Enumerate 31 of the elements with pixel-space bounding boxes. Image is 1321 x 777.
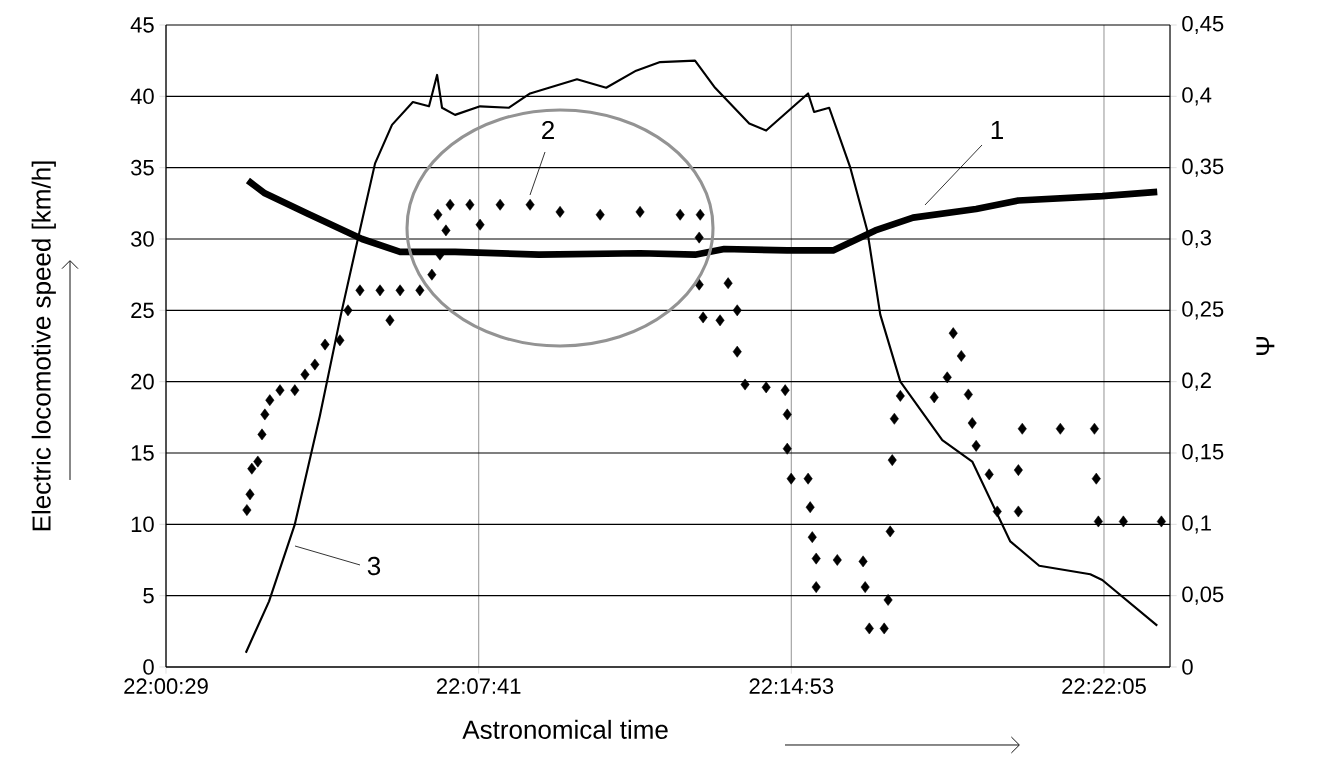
annotation: 3 bbox=[367, 556, 381, 576]
y-tick-label: 30 bbox=[131, 231, 154, 247]
line-series bbox=[244, 59, 1159, 654]
x-tick-label: 22:00:29 bbox=[124, 678, 208, 694]
x-tick-label: 22:14:53 bbox=[749, 678, 834, 694]
y2-tick-label: 0,35 bbox=[1182, 158, 1224, 177]
annotation: 1 bbox=[991, 121, 1003, 139]
y2-tick-label: 0,45 bbox=[1182, 15, 1224, 35]
y-tick-label: 40 bbox=[130, 88, 154, 105]
y-tick-label: 10 bbox=[131, 516, 154, 533]
y2-tick-label: 0,05 bbox=[1182, 586, 1224, 605]
annotation: 2 bbox=[542, 120, 554, 140]
y2-tick-label: 0,15 bbox=[1182, 443, 1224, 463]
y-tick-label: 20 bbox=[131, 373, 154, 390]
y2-tick-label: 0,25 bbox=[1182, 301, 1224, 320]
y-tick-label: 25 bbox=[131, 302, 154, 319]
y-tick-label: 0 bbox=[143, 659, 154, 675]
y2-tick-label: 0,3 bbox=[1182, 229, 1211, 249]
y2-tick-label: 0,2 bbox=[1182, 372, 1211, 391]
x-tick-label: 22:22:05 bbox=[1062, 678, 1146, 694]
x-axis-title: Astronomical time bbox=[462, 719, 668, 739]
y2-tick-label: 0 bbox=[1182, 659, 1193, 675]
x-tick-label: 22:07:41 bbox=[436, 678, 521, 694]
y-axis-title: Electric locomotive speed [km/h] bbox=[31, 161, 56, 531]
y2-axis-title: Ψ bbox=[1256, 336, 1275, 356]
y-tick-label: 45 bbox=[130, 17, 154, 33]
y-tick-label: 35 bbox=[131, 159, 154, 176]
y2-tick-label: 0,4 bbox=[1182, 87, 1212, 106]
y-tick-label: 15 bbox=[131, 445, 154, 461]
y2-tick-label: 0,1 bbox=[1182, 515, 1211, 534]
y-tick-label: 5 bbox=[143, 587, 154, 604]
